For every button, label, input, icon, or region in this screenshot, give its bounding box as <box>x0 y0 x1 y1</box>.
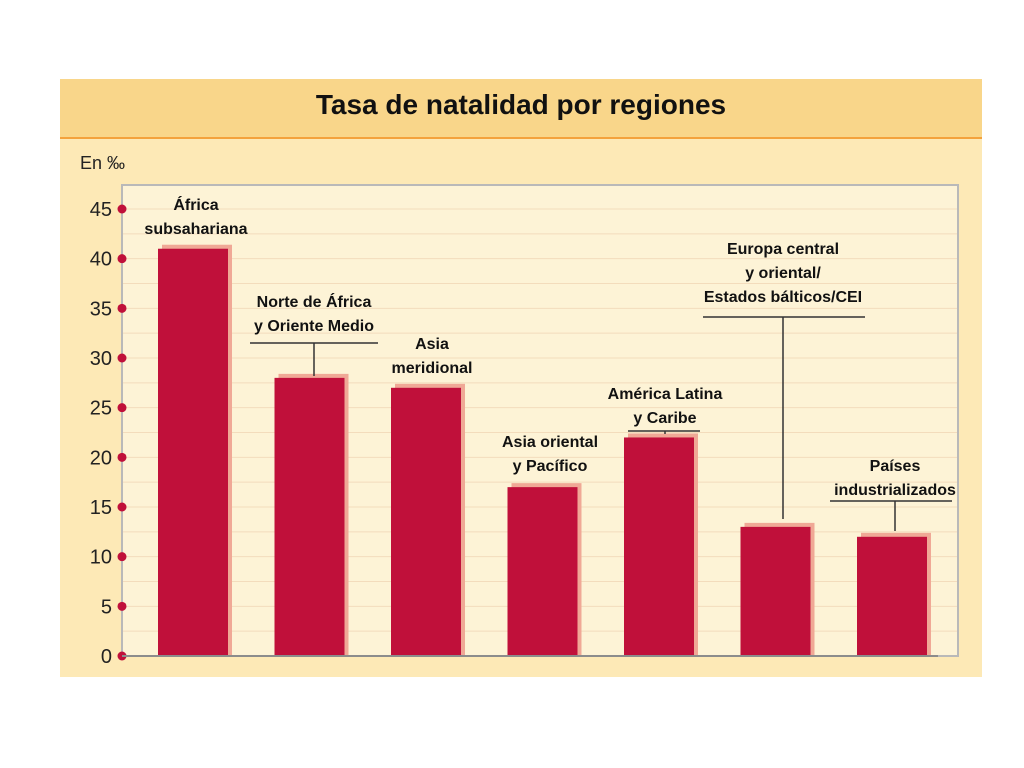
y-tick-label: 30 <box>90 348 112 370</box>
y-tick-label: 20 <box>90 447 112 469</box>
category-label: y Caribe <box>633 410 696 427</box>
category-label: Norte de África <box>257 292 372 311</box>
bar <box>391 387 461 656</box>
chart-panel: Tasa de natalidad por regiones En ‰ 0 5 10 1… <box>60 79 982 677</box>
category-label: y oriental/ <box>745 265 821 282</box>
bar <box>507 487 578 656</box>
y-axis-unit-label: En ‰ <box>80 153 125 173</box>
bar <box>624 437 694 656</box>
chart-title: Tasa de natalidad por regiones <box>315 89 727 120</box>
y-tick-dot <box>117 353 127 363</box>
title-bar: Tasa de natalidad por regiones <box>60 79 982 139</box>
category-label: industrializados <box>834 482 956 499</box>
category-label: América Latina <box>608 386 723 403</box>
category-label: Europa central <box>727 241 839 258</box>
y-tick-dot <box>117 204 127 214</box>
category-label: meridional <box>392 360 473 377</box>
category-label: África <box>173 195 218 214</box>
category-label: y Pacífico <box>513 458 588 475</box>
category-label: subsahariana <box>144 221 247 238</box>
y-tick-label: 35 <box>90 298 112 320</box>
y-tick-label: 40 <box>90 249 112 271</box>
category-label: Asia oriental <box>502 434 598 451</box>
y-tick-dot <box>117 452 127 462</box>
y-tick-label: 15 <box>90 497 112 519</box>
bar <box>857 536 927 656</box>
y-tick-dot <box>117 403 127 413</box>
bar <box>740 526 811 656</box>
y-tick-label: 10 <box>90 547 112 569</box>
category-label: y Oriente Medio <box>254 318 374 335</box>
y-tick-dot <box>117 254 127 264</box>
y-tick-dot <box>117 601 127 611</box>
y-tick-label: 25 <box>90 398 112 420</box>
category-label: Estados bálticos/CEI <box>704 289 862 306</box>
y-tick-dot <box>117 502 127 512</box>
bar-chart: En ‰ 0 5 10 15 20 25 30 35 40 45 África subsahariana… <box>80 153 959 668</box>
y-tick-label: 5 <box>101 596 112 618</box>
y-tick-dot <box>117 303 127 313</box>
bar <box>274 377 345 656</box>
y-tick-label: 0 <box>101 646 112 668</box>
y-tick-dot <box>117 552 127 562</box>
category-label: Asia <box>415 336 449 353</box>
y-tick-label: 45 <box>90 199 112 221</box>
bar <box>158 248 228 656</box>
category-label: Países <box>870 458 921 475</box>
